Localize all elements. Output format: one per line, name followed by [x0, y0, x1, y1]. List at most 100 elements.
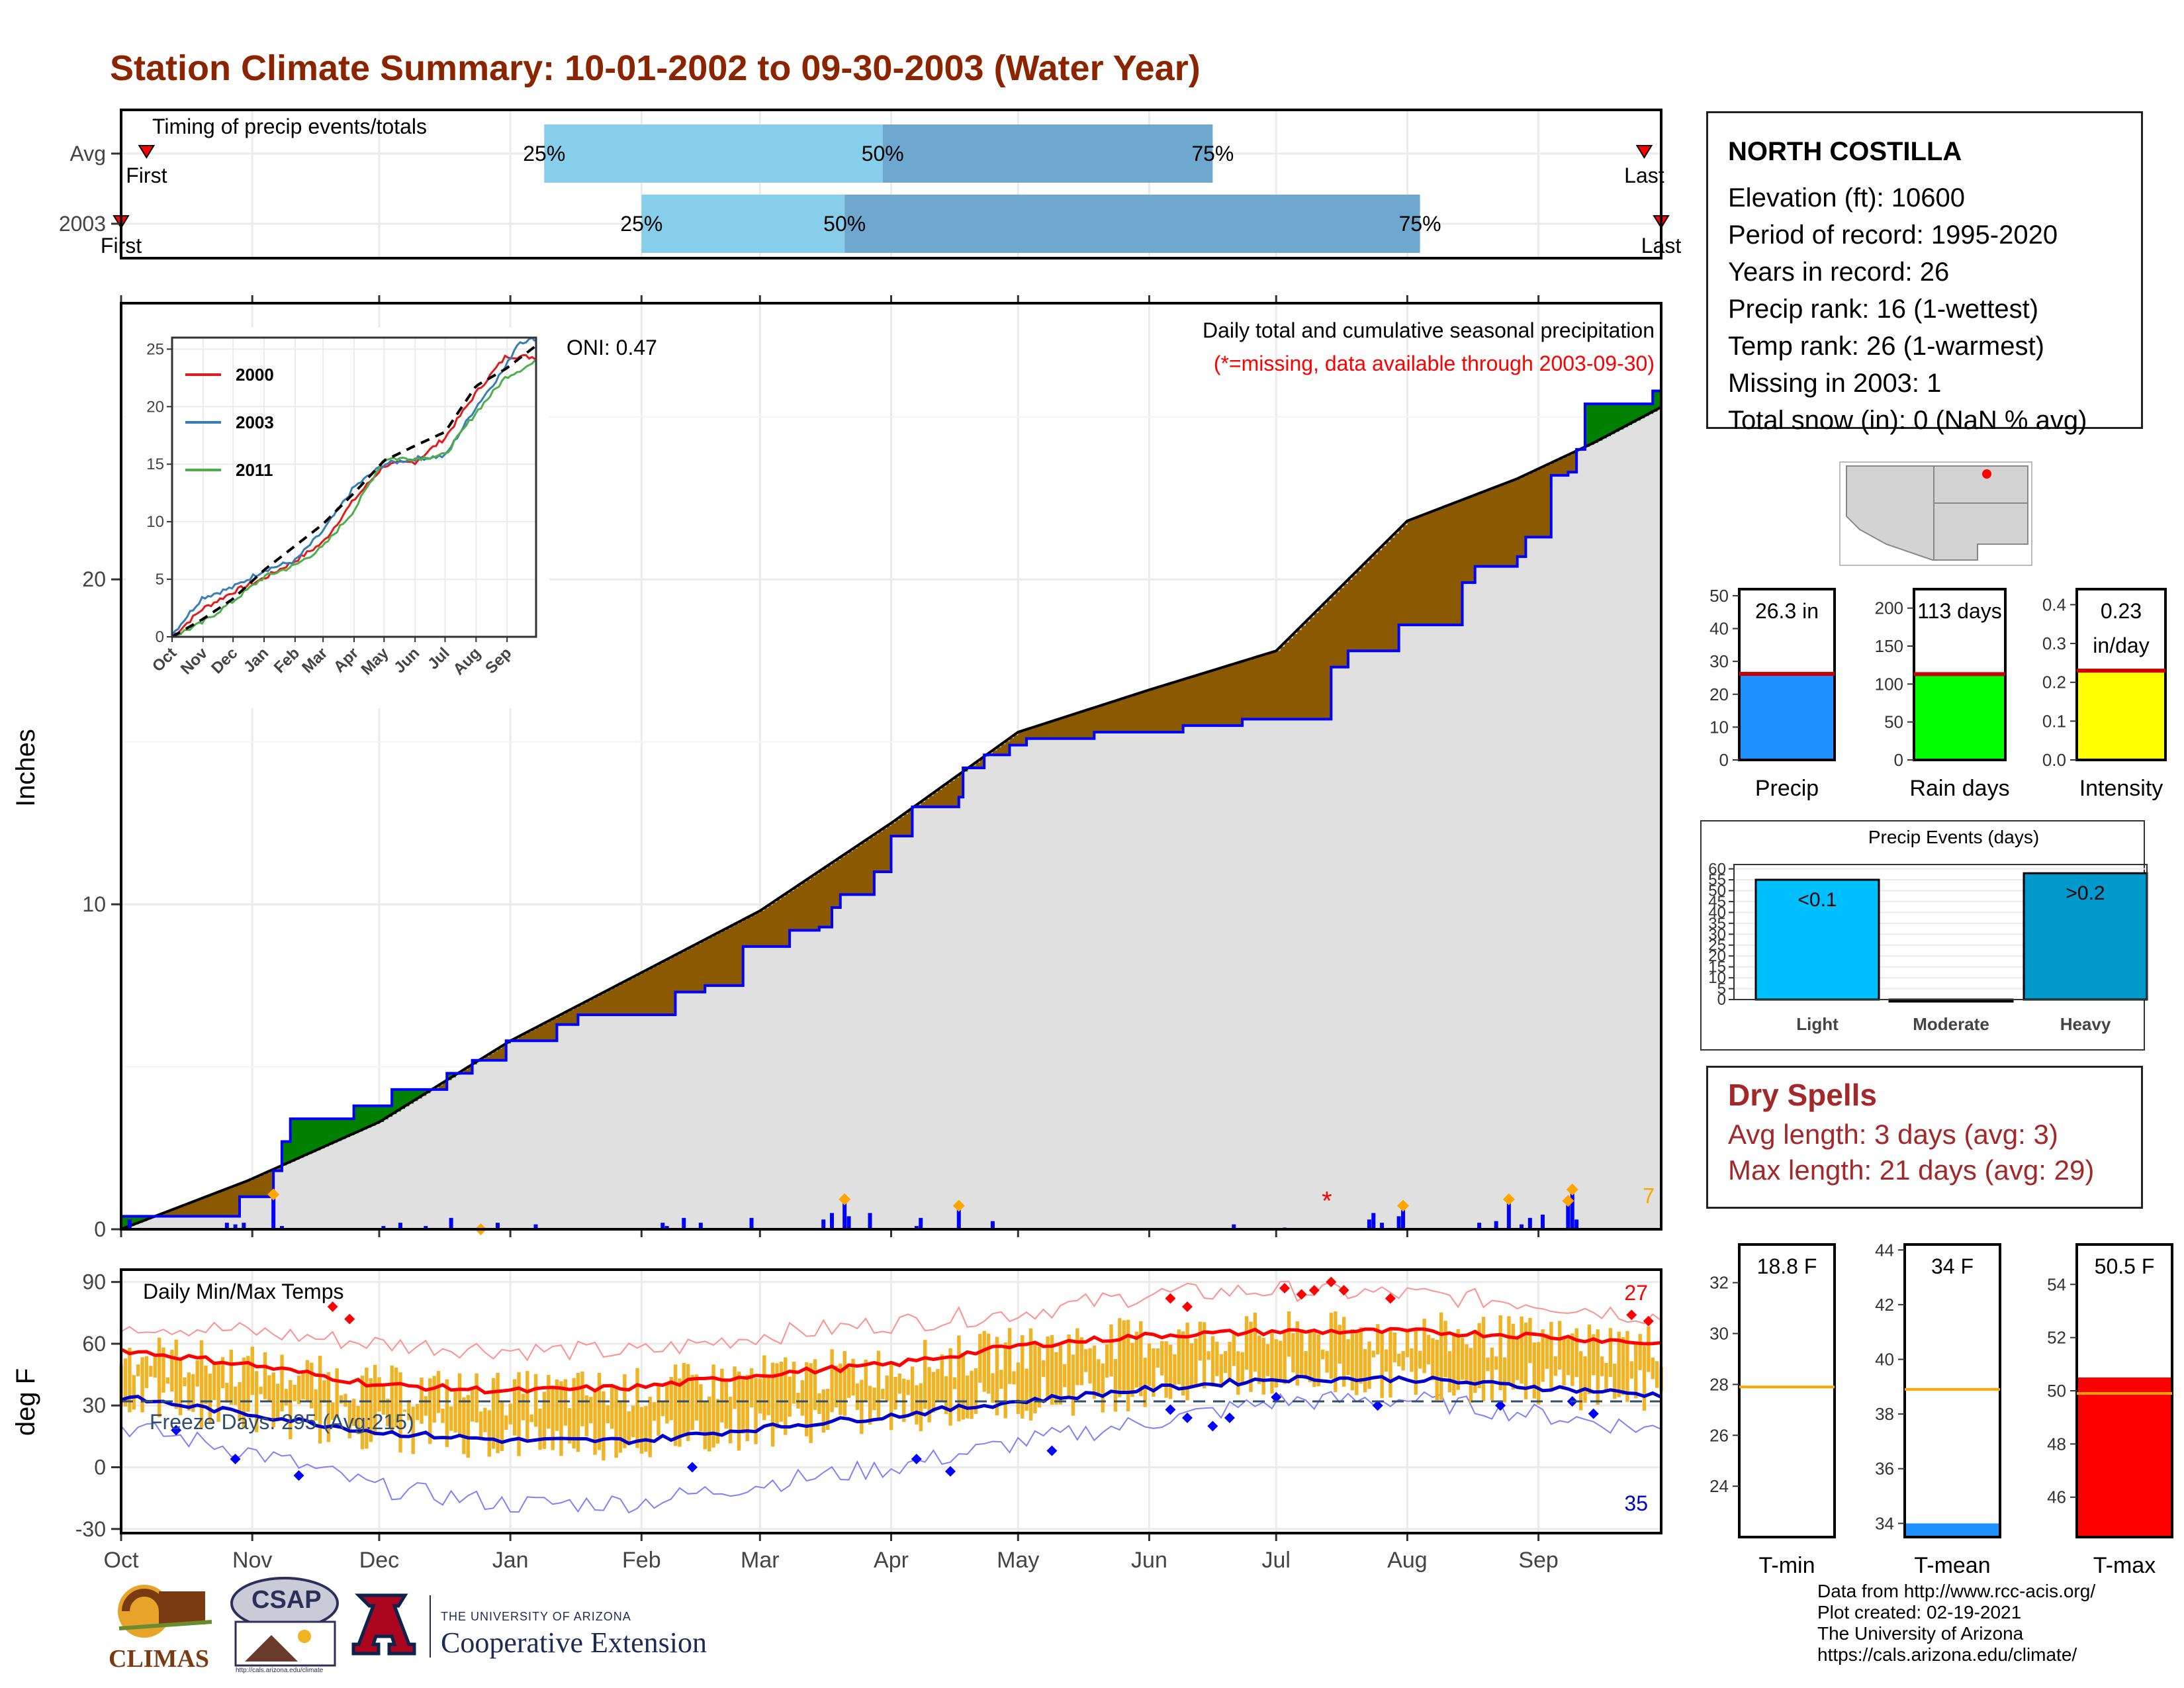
precip-below-avg-fill — [645, 970, 651, 1015]
precip-below-avg-fill — [852, 848, 858, 895]
precip-daily-bar — [533, 1224, 538, 1229]
temp-daily-bar — [851, 1358, 855, 1396]
mini-y-tick-label: 52 — [2047, 1328, 2066, 1348]
precip-below-avg-fill — [866, 840, 871, 895]
precip-extreme-count: 7 — [1643, 1184, 1655, 1208]
precip-avg-line — [120, 406, 1662, 1231]
temp-cold-marker — [230, 1454, 241, 1465]
temp-daily-bar — [749, 1368, 754, 1408]
precip-below-avg-fill — [734, 923, 740, 986]
precip-daily-bar — [846, 1216, 851, 1229]
temp-daily-bar — [551, 1386, 555, 1450]
precip-below-avg-fill — [265, 1172, 270, 1197]
locator-map — [1839, 461, 2032, 566]
temp-daily-bar — [1388, 1329, 1392, 1398]
precip-below-avg-fill — [899, 817, 905, 837]
precip-below-avg-fill — [544, 1023, 549, 1041]
precip-above-avg-fill — [387, 1105, 392, 1117]
temp-cold-marker — [687, 1462, 698, 1473]
temp-hot-marker — [1326, 1276, 1337, 1288]
precip-below-avg-fill — [557, 1016, 562, 1025]
timing-quartile-label: 25% — [620, 212, 662, 236]
temp-daily-bar — [436, 1371, 441, 1413]
precip-below-avg-fill — [586, 1001, 592, 1015]
precip-above-avg-fill — [290, 1119, 295, 1162]
precip-below-avg-fill — [1128, 696, 1133, 732]
temp-daily-bar — [906, 1380, 910, 1395]
temp-daily-bar — [1359, 1327, 1363, 1384]
temp-daily-bar — [897, 1373, 902, 1394]
temp-daily-bar — [737, 1372, 741, 1451]
climas-logo — [118, 1585, 212, 1638]
temp-daily-bar — [1460, 1337, 1465, 1380]
temp-daily-bar — [1046, 1336, 1050, 1399]
temp-daily-bar — [1152, 1348, 1156, 1397]
precip-below-avg-fill — [1398, 529, 1404, 625]
temp-daily-bar — [538, 1408, 542, 1450]
temp-daily-bar — [428, 1378, 432, 1444]
temp-daily-bar — [407, 1399, 411, 1421]
precip-below-avg-fill — [518, 1036, 524, 1041]
temp-daily-bar — [1629, 1361, 1634, 1379]
precip-above-avg-fill — [371, 1105, 376, 1126]
logo-graphics — [118, 1577, 431, 1667]
precip-below-avg-fill — [1089, 708, 1095, 739]
precip-below-avg-fill — [1085, 710, 1091, 739]
precip-below-avg-fill — [1428, 512, 1433, 625]
dry-spells-avg: Avg length: 3 days (avg: 3) — [1728, 1119, 2058, 1150]
temp-daily-bar — [995, 1336, 999, 1416]
precip-below-avg-fill — [739, 921, 744, 986]
precip-daily-bar — [424, 1226, 428, 1229]
inset-line-avg — [171, 345, 536, 638]
precip-below-avg-fill — [1216, 669, 1222, 726]
events-y-tick-label: 60 — [1708, 861, 1726, 878]
temp-daily-bar — [1295, 1321, 1300, 1385]
timing-last-label: Last — [1624, 164, 1664, 187]
inset-y-tick-label: 5 — [156, 571, 164, 588]
events-y-tick-label: 25 — [1708, 937, 1726, 955]
temp-daily-bar — [1109, 1324, 1113, 1377]
precip-below-avg-fill — [277, 1167, 283, 1171]
precip-below-avg-fill — [1034, 726, 1040, 739]
temp-daily-bar — [1198, 1321, 1202, 1361]
mini-category-label: Rain days — [1909, 776, 2009, 801]
temp-daily-bar — [1173, 1354, 1177, 1385]
precip-daily-bar — [842, 1203, 847, 1229]
precip-above-avg-fill — [324, 1119, 330, 1147]
precip-above-avg-fill — [302, 1119, 308, 1156]
precip-below-avg-fill — [1572, 453, 1577, 473]
temp-daily-bar — [1223, 1350, 1228, 1374]
precip-below-avg-fill — [1555, 461, 1561, 476]
temp-daily-bar — [1240, 1352, 1244, 1383]
events-y-tick-label: 5 — [1717, 980, 1726, 998]
temp-daily-bar — [293, 1384, 296, 1402]
dry-spells-max: Max length: 21 days (avg: 29) — [1728, 1154, 2095, 1186]
precip-daily-bar — [1401, 1209, 1406, 1229]
temp-daily-bar — [1642, 1346, 1647, 1411]
temp-daily-bar — [1168, 1344, 1173, 1399]
temp-cold-marker — [171, 1425, 182, 1436]
precip-below-avg-fill — [1559, 459, 1565, 476]
precip-below-avg-fill — [1200, 674, 1205, 726]
temp-daily-bar — [580, 1371, 584, 1427]
mini-category-label: T-mean — [1914, 1553, 1990, 1578]
events-title: Precip Events (days) — [1868, 827, 2039, 847]
precip-below-avg-fill — [484, 1056, 490, 1060]
precip-below-avg-fill — [1424, 514, 1430, 625]
temp-daily-bar — [733, 1366, 737, 1409]
temp-daily-bar — [885, 1376, 889, 1402]
precip-daily-bar — [1527, 1217, 1532, 1229]
precip-below-avg-fill — [240, 1184, 245, 1197]
temp-daily-bar — [593, 1390, 597, 1455]
mini-y-tick-label: 50 — [2047, 1381, 2066, 1401]
timing-title: Timing of precip events/totals — [152, 115, 427, 138]
temp-daily-bar — [259, 1386, 263, 1395]
precip-daily-bar — [449, 1217, 453, 1229]
temp-daily-bar — [394, 1367, 398, 1428]
mini-bar-rain-days — [1915, 674, 2004, 759]
temp-daily-bar — [703, 1401, 707, 1450]
temp-daily-bar — [1524, 1322, 1528, 1399]
events-y-tick-label: 15 — [1708, 959, 1726, 976]
precip-y-tick-label: 10 — [82, 892, 106, 916]
temp-daily-bar — [1126, 1319, 1130, 1411]
